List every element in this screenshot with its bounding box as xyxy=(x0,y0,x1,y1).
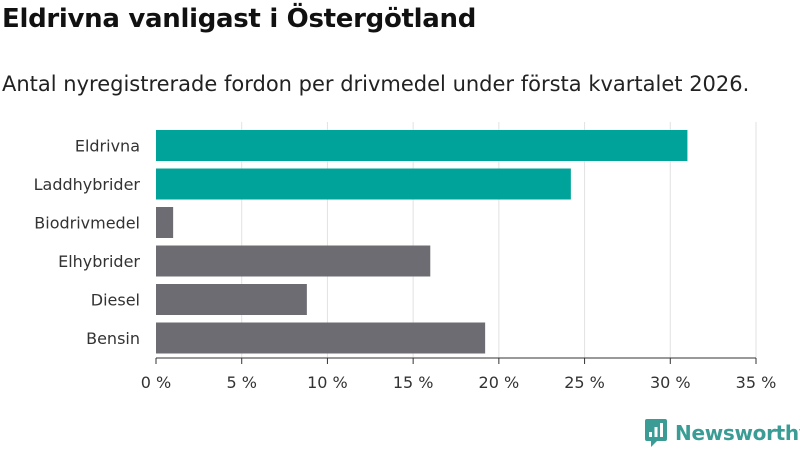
category-labels: Eldrivna Laddhybrider Biodrivmedel Elhybrid… xyxy=(34,137,141,349)
x-tick-label: 5 % xyxy=(226,373,256,392)
chart-subtitle: Antal nyregistrerade fordon per drivmede… xyxy=(2,72,750,96)
category-label: Eldrivna xyxy=(75,137,140,156)
x-tick-label: 10 % xyxy=(307,373,348,392)
x-axis: 0 % 5 % 10 % 15 % 20 % 25 % 30 % 35 % xyxy=(141,357,777,392)
x-tick-label: 35 % xyxy=(736,373,777,392)
category-label: Elhybrider xyxy=(58,252,140,271)
bar-elhybrider xyxy=(156,245,431,277)
newsworthy-logo-icon xyxy=(645,419,667,447)
bar-laddhybrider xyxy=(156,168,571,200)
category-label: Bensin xyxy=(86,329,140,348)
bar-eldrivna xyxy=(156,130,688,161)
x-tick-label: 15 % xyxy=(393,373,434,392)
x-tick-label: 30 % xyxy=(650,373,691,392)
newsworthy-brand: Newsworthy xyxy=(644,418,800,448)
bars xyxy=(156,130,688,354)
category-label: Biodrivmedel xyxy=(34,214,140,233)
chart-title: Eldrivna vanligast i Östergötland xyxy=(2,4,477,34)
bar-bensin xyxy=(156,322,486,354)
category-label: Diesel xyxy=(91,291,140,310)
x-tick-label: 25 % xyxy=(564,373,605,392)
category-label: Laddhybrider xyxy=(34,175,141,194)
grid-lines xyxy=(241,122,757,358)
bar-diesel xyxy=(156,284,307,315)
x-tick-label: 0 % xyxy=(141,373,171,392)
bar-biodrivmedel xyxy=(156,207,174,238)
brand-name: Newsworthy xyxy=(675,421,800,445)
x-tick-label: 20 % xyxy=(479,373,520,392)
bar-chart: Eldrivna Laddhybrider Biodrivmedel Elhybrid… xyxy=(34,122,777,392)
